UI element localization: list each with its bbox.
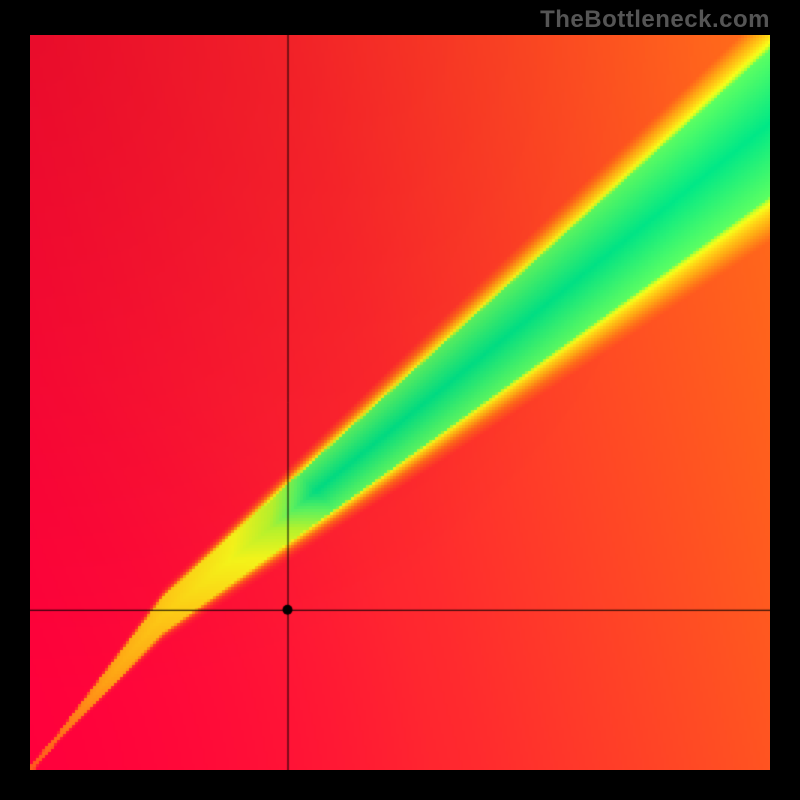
chart-container: TheBottleneck.com [0, 0, 800, 800]
bottleneck-heatmap [30, 35, 770, 770]
watermark-text: TheBottleneck.com [540, 6, 770, 34]
